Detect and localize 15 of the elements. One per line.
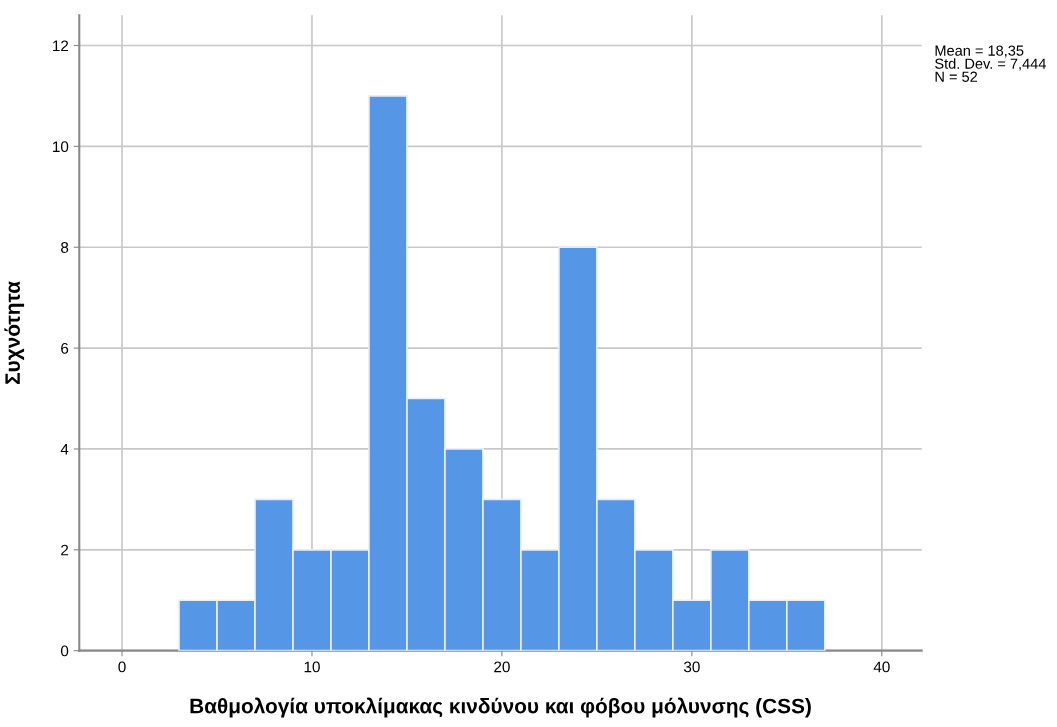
text: Mean = 18,35 Std. Dev. = 7,444 N = 52 bbox=[935, 45, 1046, 82]
x-tick-label: 0 bbox=[118, 661, 126, 673]
x-tick-label: 40 bbox=[873, 661, 890, 673]
x-tick-label: 20 bbox=[494, 661, 510, 673]
y-tick-label: 8 bbox=[61, 242, 69, 253]
y-tick-label: 12 bbox=[53, 40, 69, 52]
x-axis-title: Βαθμολογία υποκλίμακας κινδύνου και φόβου μόλυνσης (CSS) bbox=[190, 697, 811, 718]
y-tick-label: 10 bbox=[53, 141, 69, 153]
y-tick-label: 2 bbox=[61, 544, 69, 556]
x-tick-label: 30 bbox=[683, 661, 700, 673]
y-tick-label: 0 bbox=[60, 645, 69, 657]
y-axis-title: Συχνότητα bbox=[4, 281, 25, 385]
x-tick-label: 10 bbox=[304, 661, 320, 673]
y-tick-label: 4 bbox=[60, 443, 69, 455]
y-tick-label: 6 bbox=[61, 342, 69, 354]
